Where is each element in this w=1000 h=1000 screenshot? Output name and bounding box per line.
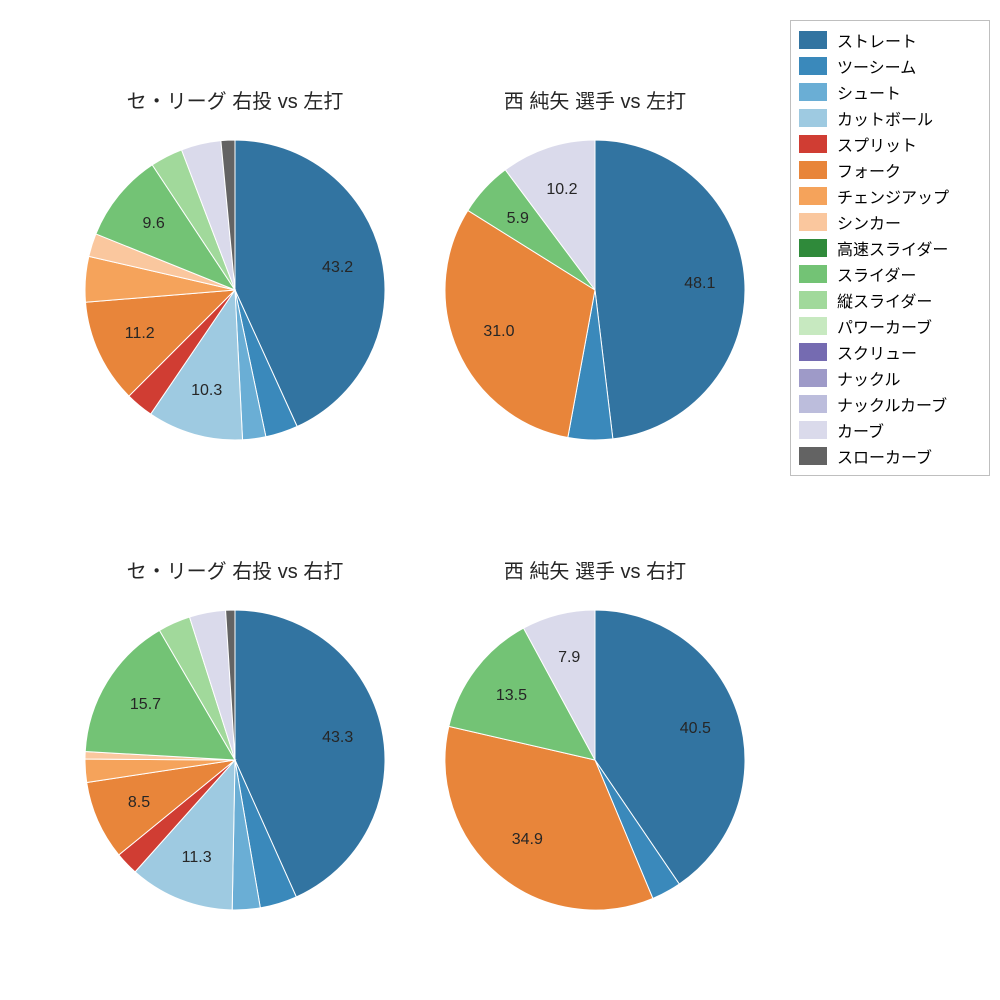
legend-label: スライダー — [837, 262, 916, 286]
legend-item: スプリット — [799, 131, 981, 157]
pie-slice-label: 7.9 — [558, 649, 580, 667]
pie-slice-label: 40.5 — [680, 720, 711, 738]
legend-item: ナックル — [799, 365, 981, 391]
pie-chart: 43.2 10.3 11.2 9.6 — [85, 140, 385, 440]
legend-label: チェンジアップ — [837, 184, 949, 208]
legend-swatch — [799, 369, 827, 387]
pie-slice-label: 5.9 — [507, 210, 529, 228]
pie-slice-label: 31.0 — [483, 323, 514, 341]
legend-item: パワーカーブ — [799, 313, 981, 339]
legend-swatch — [799, 421, 827, 439]
pie-slice-label: 43.2 — [322, 259, 353, 277]
legend-item: スライダー — [799, 261, 981, 287]
pie-slice — [595, 140, 745, 439]
legend-item: スクリュー — [799, 339, 981, 365]
legend-swatch — [799, 343, 827, 361]
legend-swatch — [799, 447, 827, 465]
pie-slice-label: 34.9 — [512, 831, 543, 849]
legend-label: カットボール — [837, 106, 933, 130]
panel-title: セ・リーグ 右投 vs 左打 — [60, 85, 410, 114]
legend-item: ストレート — [799, 27, 981, 53]
legend-item: カーブ — [799, 417, 981, 443]
pie-chart: 40.5 34.9 13.5 7.9 — [445, 610, 745, 910]
legend-item: ナックルカーブ — [799, 391, 981, 417]
pie-panel: 西 純矢 選手 vs 右打 40.5 34.9 13.5 7.9 — [420, 555, 770, 955]
pie-slice-label: 15.7 — [130, 696, 161, 714]
legend-label: ナックル — [837, 366, 901, 390]
legend-swatch — [799, 135, 827, 153]
legend: ストレートツーシームシュートカットボールスプリットフォークチェンジアップシンカー… — [790, 20, 990, 476]
legend-label: スローカーブ — [837, 444, 932, 468]
legend-item: チェンジアップ — [799, 183, 981, 209]
pie-slice-label: 10.3 — [191, 382, 222, 400]
pie-slice-label: 11.2 — [125, 325, 155, 343]
panel-title: セ・リーグ 右投 vs 右打 — [60, 555, 410, 584]
pie-chart: 48.1 31.0 5.9 10.2 — [445, 140, 745, 440]
legend-label: ツーシーム — [837, 54, 916, 78]
legend-item: カットボール — [799, 105, 981, 131]
legend-swatch — [799, 291, 827, 309]
legend-label: スクリュー — [837, 340, 917, 364]
pie-chart: 43.3 11.3 8.5 15.7 — [85, 610, 385, 910]
legend-label: ナックルカーブ — [837, 392, 947, 416]
legend-swatch — [799, 109, 827, 127]
pie-panel: セ・リーグ 右投 vs 左打 43.2 10.3 11.2 9.6 — [60, 85, 410, 485]
legend-label: スプリット — [837, 132, 917, 156]
legend-item: フォーク — [799, 157, 981, 183]
panel-title: 西 純矢 選手 vs 左打 — [420, 85, 770, 114]
pie-panel: セ・リーグ 右投 vs 右打 43.3 11.3 8.5 15.7 — [60, 555, 410, 955]
legend-swatch — [799, 239, 827, 257]
legend-swatch — [799, 57, 827, 75]
legend-swatch — [799, 265, 827, 283]
legend-label: 縦スライダー — [837, 288, 932, 312]
legend-label: フォーク — [837, 158, 901, 182]
legend-swatch — [799, 83, 827, 101]
legend-label: シュート — [837, 80, 901, 104]
legend-swatch — [799, 161, 827, 179]
pie-slice-label: 8.5 — [128, 794, 150, 812]
legend-label: シンカー — [837, 210, 901, 234]
legend-item: スローカーブ — [799, 443, 981, 469]
panel-title: 西 純矢 選手 vs 右打 — [420, 555, 770, 584]
legend-item: シュート — [799, 79, 981, 105]
legend-label: カーブ — [837, 418, 884, 442]
pie-slice-label: 10.2 — [546, 181, 577, 199]
pie-slice-label: 43.3 — [322, 729, 353, 747]
legend-swatch — [799, 31, 827, 49]
legend-item: ツーシーム — [799, 53, 981, 79]
legend-label: ストレート — [837, 28, 917, 52]
pie-slice-label: 48.1 — [684, 275, 715, 293]
pie-slice-label: 9.6 — [143, 215, 165, 233]
legend-label: 高速スライダー — [837, 236, 948, 260]
legend-swatch — [799, 213, 827, 231]
legend-label: パワーカーブ — [837, 314, 932, 338]
legend-item: 高速スライダー — [799, 235, 981, 261]
legend-swatch — [799, 187, 827, 205]
chart-grid: セ・リーグ 右投 vs 左打 43.2 10.3 11.2 9.6 西 純矢 選手 vs … — [0, 0, 770, 1000]
pie-panel: 西 純矢 選手 vs 左打 48.1 31.0 5.9 10.2 — [420, 85, 770, 485]
legend-swatch — [799, 317, 827, 335]
pie-slice-label: 13.5 — [496, 687, 527, 705]
legend-item: 縦スライダー — [799, 287, 981, 313]
pie-slice-label: 11.3 — [182, 849, 212, 867]
legend-item: シンカー — [799, 209, 981, 235]
legend-swatch — [799, 395, 827, 413]
